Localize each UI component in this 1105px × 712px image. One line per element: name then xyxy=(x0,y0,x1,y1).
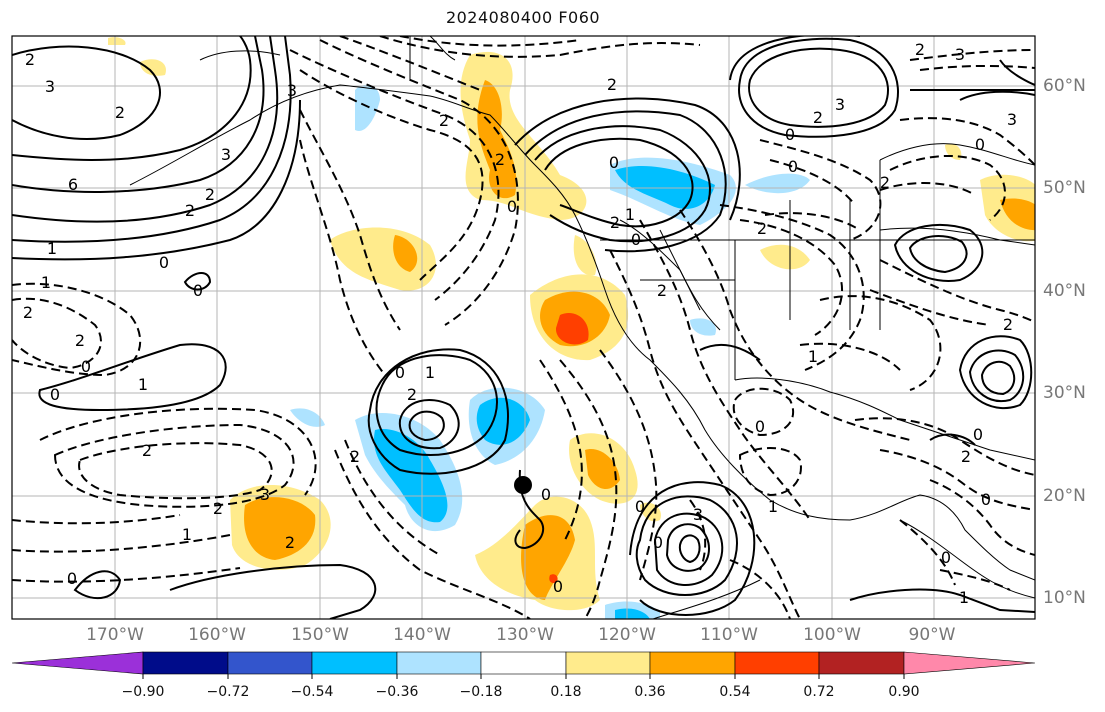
contour-label: 3 xyxy=(221,145,231,164)
lon-label: 140°W xyxy=(393,625,451,645)
contour-labels: 2 3 2 3 6 2 2 3 1 0 0 1 2 2 0 1 0 2 0 1 … xyxy=(23,40,1017,607)
contour-label: 3 xyxy=(287,81,297,100)
lon-label: 130°W xyxy=(496,625,554,645)
colorbar-tick-label: 0.54 xyxy=(719,684,751,700)
contour-label: 0 xyxy=(981,490,991,509)
contour-label: 2 xyxy=(25,50,35,69)
contour-label: 3 xyxy=(1007,110,1017,129)
contour-label: 2 xyxy=(1003,315,1013,334)
contour-label: 2 xyxy=(185,201,195,220)
colorbar-tick-label: 0.18 xyxy=(550,684,582,700)
contour-label: 0 xyxy=(785,125,795,144)
lat-label: 20°N xyxy=(1043,486,1086,506)
contour-label: 3 xyxy=(260,485,270,504)
contour-label: 0 xyxy=(541,485,551,504)
contour-label: 1 xyxy=(425,363,435,382)
colorbar-tick-label: 0.90 xyxy=(888,684,920,700)
contour-label: 0 xyxy=(631,230,641,249)
lon-label: 160°W xyxy=(188,625,246,645)
colorbar-tick-label: −0.36 xyxy=(375,684,419,700)
colorbar-tick-label: −0.72 xyxy=(206,684,250,700)
contour-label: 0 xyxy=(635,497,645,516)
contour-label: 2 xyxy=(813,108,823,127)
contour-label: 0 xyxy=(67,569,77,588)
contour-label: 0 xyxy=(81,357,91,376)
contour-label: 1 xyxy=(959,588,969,607)
lat-label: 30°N xyxy=(1043,383,1086,403)
contour-label: 3 xyxy=(835,95,845,114)
lon-label: 90°W xyxy=(908,625,956,645)
contour-label: 2 xyxy=(407,385,417,404)
contour-label: 2 xyxy=(610,213,620,232)
contour-label: 0 xyxy=(50,385,60,404)
contour-label: 2 xyxy=(75,331,85,350)
contour-label: 0 xyxy=(609,153,619,172)
contour-label: 1 xyxy=(808,347,818,366)
lat-label: 40°N xyxy=(1043,281,1086,301)
contour-label: 2 xyxy=(205,185,215,204)
colorbar-tick-label: −0.54 xyxy=(290,684,334,700)
contour-label: 2 xyxy=(880,173,890,192)
lon-label: 100°W xyxy=(803,625,861,645)
lon-label: 170°W xyxy=(86,625,144,645)
colorbar-tick-label: 0.36 xyxy=(634,684,666,700)
contour-label: 1 xyxy=(768,497,778,516)
contour-label: 1 xyxy=(41,273,51,292)
contour-label: 1 xyxy=(47,239,57,258)
contour-label: 2 xyxy=(657,281,667,300)
colorbar-tick-label: −0.18 xyxy=(459,684,503,700)
contour-label: 1 xyxy=(182,525,192,544)
lat-label: 60°N xyxy=(1043,76,1086,96)
contour-label: 0 xyxy=(553,577,563,596)
contour-label: 2 xyxy=(439,111,449,130)
contour-label: 3 xyxy=(693,505,703,524)
plot-title: 2024080400 F060 xyxy=(445,8,601,27)
storm-center-marker xyxy=(514,476,532,494)
contour-label: 0 xyxy=(941,548,951,567)
contour-label: 0 xyxy=(755,417,765,436)
contour-label: 0 xyxy=(159,253,169,272)
contour-label: 2 xyxy=(115,103,125,122)
contour-label: 0 xyxy=(507,197,517,216)
contour-label: 2 xyxy=(23,303,33,322)
colorbar-tick-label: −0.90 xyxy=(121,684,165,700)
contour-label: 2 xyxy=(495,150,505,169)
lon-label: 150°W xyxy=(291,625,349,645)
contour-label: 1 xyxy=(138,375,148,394)
contour-label: 2 xyxy=(142,441,152,460)
contour-label: 2 xyxy=(961,447,971,466)
contour-label: 0 xyxy=(193,281,203,300)
lat-label: 10°N xyxy=(1043,588,1086,608)
colorbar-tick-label: 0.72 xyxy=(803,684,835,700)
contour-label: 6 xyxy=(68,175,78,194)
contour-label: 3 xyxy=(45,77,55,96)
lon-label: 110°W xyxy=(700,625,758,645)
contour-label: 2 xyxy=(915,40,925,59)
contour-label: 1 xyxy=(625,205,635,224)
lat-label: 50°N xyxy=(1043,178,1086,198)
contour-label: 0 xyxy=(395,363,405,382)
contour-label: 2 xyxy=(757,219,767,238)
contour-label: 0 xyxy=(975,135,985,154)
contour-label: 0 xyxy=(788,157,798,176)
solid-contours xyxy=(12,36,1035,619)
contour-label: 2 xyxy=(285,533,295,552)
lon-label: 120°W xyxy=(598,625,656,645)
dashed-contours xyxy=(12,36,1035,619)
contour-label: 2 xyxy=(350,447,360,466)
contour-label: 0 xyxy=(653,533,663,552)
contour-label: 3 xyxy=(955,45,965,64)
contour-label: 0 xyxy=(973,425,983,444)
contour-label: 2 xyxy=(607,75,617,94)
contour-label: 2 xyxy=(213,499,223,518)
